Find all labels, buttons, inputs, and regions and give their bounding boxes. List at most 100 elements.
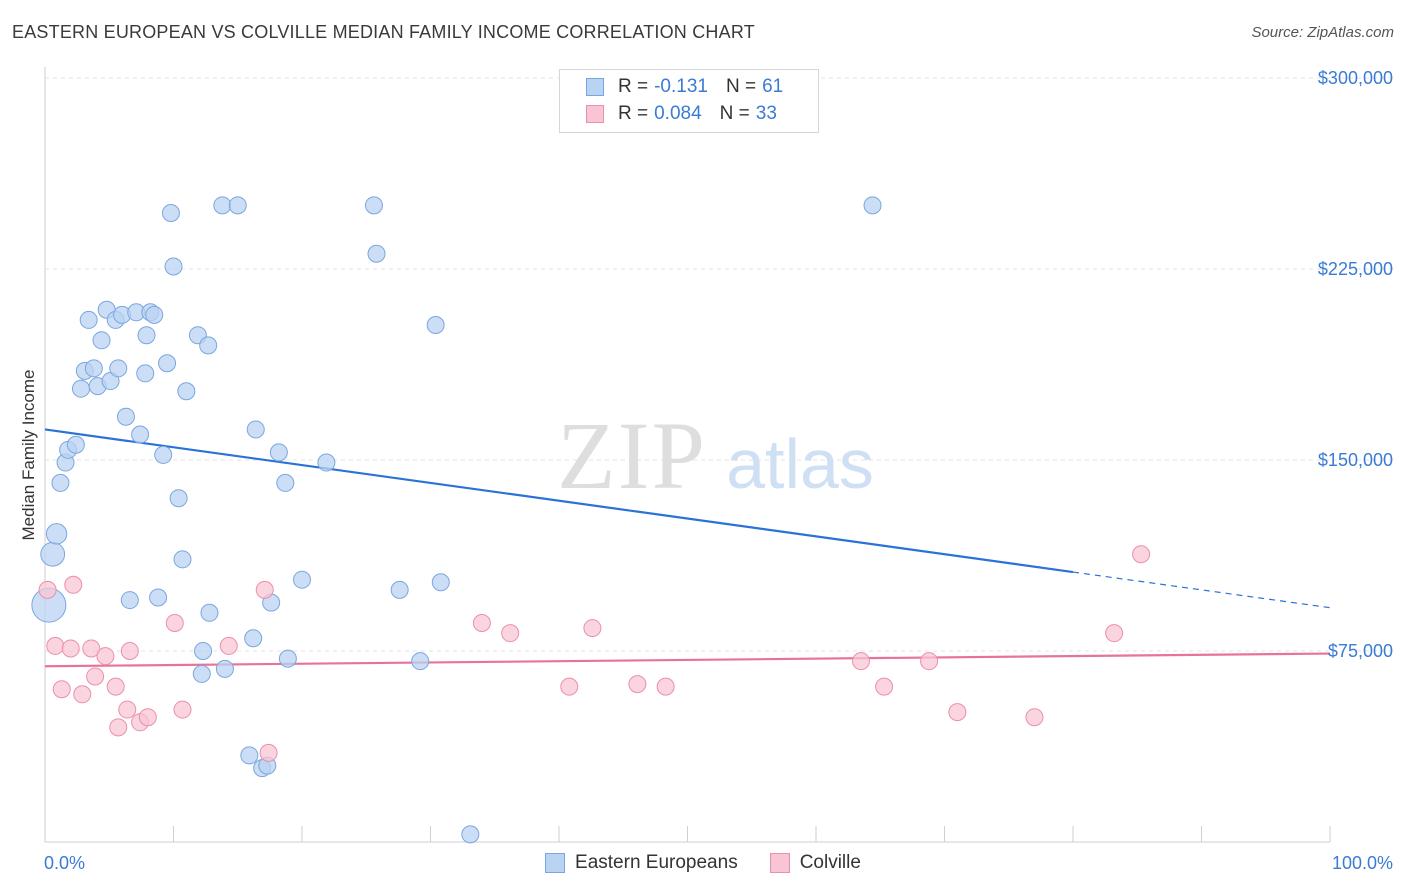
eastern-europeans-point [215, 659, 234, 678]
colville-point [73, 685, 92, 704]
colville-point [1105, 624, 1124, 643]
legend-r-value: 0.084 [654, 103, 702, 124]
series-legend: Eastern Europeans Colville [0, 852, 1406, 874]
colville-point [219, 636, 238, 655]
colville-point [628, 675, 647, 694]
data-points [31, 196, 1151, 844]
eastern-europeans-point [92, 331, 111, 350]
watermark-zip: ZIP [557, 402, 707, 509]
y-tick-label: $225,000 [1318, 259, 1393, 279]
eastern-europeans-point [240, 746, 259, 765]
y-tick-label: $150,000 [1318, 450, 1393, 470]
legend-row-eastern-europeans: R = -0.131 N = 61 [586, 74, 783, 100]
eastern-europeans-point [367, 244, 386, 263]
series-legend-eastern-europeans[interactable]: Eastern Europeans [545, 852, 738, 874]
series-swatch-pink [769, 853, 790, 873]
eastern-europeans-point [71, 379, 90, 398]
series-legend-label: Eastern Europeans [575, 852, 738, 873]
watermark: ZIP atlas [557, 402, 874, 509]
series-legend-colville[interactable]: Colville [769, 852, 861, 874]
legend-n-label: N = [725, 76, 757, 97]
colville-point [109, 718, 128, 737]
trend-lines [44, 428, 1331, 668]
legend-n-value: 61 [762, 76, 784, 97]
axes [44, 67, 1331, 843]
eastern-europeans-point [116, 407, 135, 426]
legend-swatch-pink [586, 105, 604, 123]
eastern-europeans-point [120, 591, 139, 610]
colville-point [583, 619, 602, 638]
eastern-europeans-point [228, 196, 247, 215]
eastern-europeans-point [177, 382, 196, 401]
colville-point [82, 639, 101, 658]
legend-n-label: N = [719, 103, 750, 124]
eastern-europeans-point [161, 203, 180, 222]
eastern-europeans-point [863, 196, 882, 215]
eastern-europeans-point [317, 453, 336, 472]
chart-title: EASTERN EUROPEAN VS COLVILLE MEDIAN FAMI… [12, 22, 755, 42]
colville-point [259, 743, 278, 762]
eastern-europeans-trendline-extension [1072, 571, 1331, 609]
colville-point [96, 647, 115, 666]
eastern-europeans-point [66, 435, 85, 454]
series-legend-label: Colville [799, 852, 861, 873]
colville-point [64, 575, 83, 594]
colville-point [851, 652, 870, 671]
eastern-europeans-point [45, 523, 68, 545]
eastern-europeans-point [192, 664, 211, 683]
colville-point [875, 677, 894, 696]
colville-point [173, 700, 192, 719]
colville-point [920, 652, 939, 671]
eastern-europeans-point [173, 550, 192, 569]
legend-n-value: 33 [755, 103, 777, 124]
colville-point [38, 580, 57, 599]
x-tick-label-end: 100.0% [1332, 853, 1393, 873]
colville-point [86, 667, 105, 686]
colville-point [1132, 545, 1151, 564]
legend-r-label: R = [618, 76, 649, 97]
legend-row-colville: R = 0.084 N = 33 [586, 101, 777, 127]
eastern-europeans-point [411, 652, 430, 671]
eastern-europeans-point [390, 580, 409, 599]
eastern-europeans-point [246, 420, 265, 439]
eastern-europeans-point [364, 196, 383, 215]
colville-point [472, 613, 491, 632]
colville-point [61, 639, 80, 658]
legend-r-value: -0.131 [654, 76, 708, 97]
x-tick-label-start: 0.0% [44, 853, 85, 873]
colville-point [255, 580, 274, 599]
colville-point [120, 642, 139, 660]
eastern-europeans-point [84, 359, 103, 378]
eastern-europeans-point [158, 354, 177, 373]
eastern-europeans-point [461, 825, 480, 844]
eastern-europeans-point [40, 541, 66, 567]
colville-point [560, 677, 579, 696]
grid-lines [45, 77, 1394, 652]
eastern-europeans-point [293, 570, 311, 589]
eastern-europeans-point [199, 336, 218, 355]
eastern-europeans-point [109, 359, 128, 378]
stats-legend: R = -0.131 N = 61 R = 0.084 N = 33 [559, 69, 819, 133]
eastern-europeans-point [244, 629, 263, 648]
eastern-europeans-point [137, 326, 156, 345]
colville-point [501, 624, 520, 643]
watermark-atlas: atlas [726, 425, 874, 503]
colville-point [948, 703, 967, 722]
eastern-europeans-point [278, 649, 297, 668]
y-axis-label: Median Family Income [19, 369, 38, 540]
legend-r-label: R = [618, 103, 649, 124]
eastern-europeans-point [213, 196, 232, 215]
colville-point [138, 708, 157, 727]
eastern-europeans-point [145, 305, 164, 324]
colville-point [106, 677, 125, 696]
y-tick-label: $75,000 [1328, 641, 1393, 661]
eastern-europeans-point [200, 603, 219, 622]
eastern-europeans-point [131, 425, 150, 444]
source-note: Source: ZipAtlas.com [1251, 24, 1394, 41]
eastern-europeans-point [136, 364, 155, 383]
eastern-europeans-trendline [44, 428, 1074, 574]
y-tick-label: $300,000 [1318, 68, 1393, 88]
colville-point [165, 613, 184, 632]
eastern-europeans-point [164, 257, 183, 276]
